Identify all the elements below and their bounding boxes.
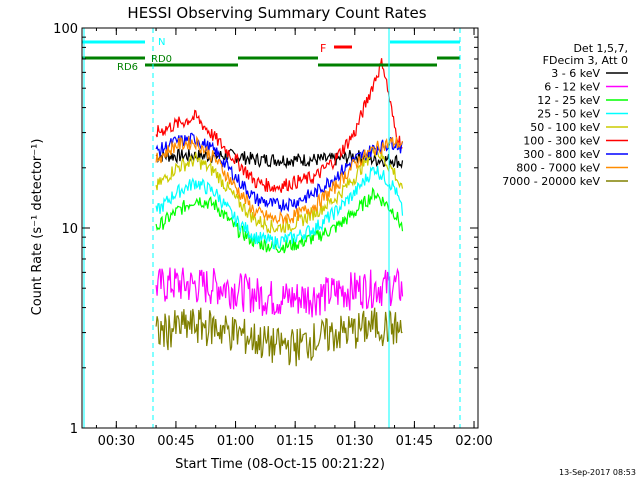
x-tick-label: 01:15	[276, 434, 313, 449]
legend-label-3: 25 - 50 keV	[537, 108, 600, 121]
series-line-5	[155, 58, 403, 193]
legend-label-1: 6 - 12 keV	[544, 81, 600, 94]
x-tick-label: 00:30	[98, 434, 135, 449]
y-tick-label: 1	[70, 422, 78, 437]
overlay-layer: N RD0 RD6 F	[82, 28, 461, 428]
legend-label-4: 50 - 100 keV	[530, 121, 600, 134]
x-axis-label: Start Time (08-Oct-15 00:21:22)	[175, 457, 385, 472]
data-layer	[155, 58, 404, 367]
x-tick-label: 00:45	[157, 434, 194, 449]
series-line-3	[155, 165, 404, 250]
series-line-6	[155, 132, 404, 214]
x-tick-label: 01:45	[396, 434, 433, 449]
series-line-4	[155, 146, 404, 234]
legend-label-0: 3 - 6 keV	[551, 67, 600, 80]
annotation-f: F	[320, 42, 326, 55]
axes-layer: 00:30 00:45 01:00 01:15 01:30 01:45 02:00 1 10 10…	[53, 22, 493, 449]
legend-header: FDecim 3, Att 0	[543, 54, 628, 67]
footer-date: 13-Sep-2017 08:53	[559, 468, 636, 477]
y-tick-label: 100	[53, 22, 78, 37]
chart-title: HESSI Observing Summary Count Rates	[127, 4, 426, 22]
legend-label-2: 12 - 25 keV	[537, 94, 600, 107]
series-line-2	[155, 186, 404, 254]
series-line-7	[155, 135, 404, 225]
annotation-rd6: RD6	[117, 62, 138, 73]
plot-frame	[81, 27, 479, 429]
legend-header: Det 1,5,7,	[573, 42, 628, 55]
series-line-1	[155, 267, 404, 318]
legend-label-8: 7000 - 20000 keV	[502, 175, 600, 188]
y-tick-label: 10	[61, 222, 78, 237]
x-tick-label: 01:30	[336, 434, 373, 449]
x-tick-label: 02:00	[455, 434, 492, 449]
series-line-8	[155, 307, 403, 367]
x-tick-label: 01:00	[217, 434, 254, 449]
annotation-rd0: RD0	[151, 54, 172, 65]
legend-label-6: 300 - 800 keV	[523, 148, 600, 161]
legend-label-7: 800 - 7000 keV	[516, 162, 600, 175]
legend-label-5: 100 - 300 keV	[523, 135, 600, 148]
y-axis-label: Count Rate (s⁻¹ detector⁻¹)	[30, 139, 45, 316]
annotation-n: N	[158, 37, 165, 48]
